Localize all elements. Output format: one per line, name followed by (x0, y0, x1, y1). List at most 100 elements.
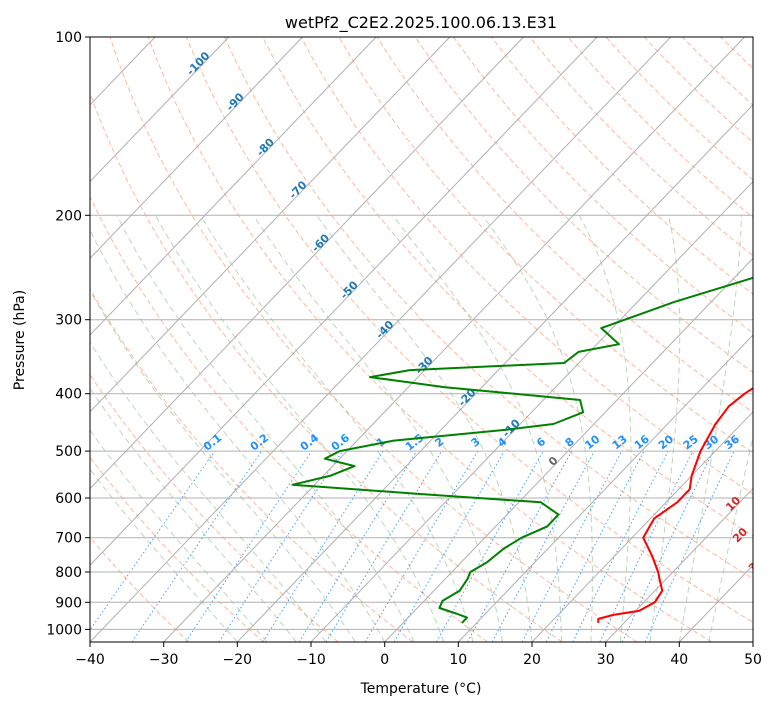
mixing-ratio-line (467, 450, 573, 642)
isotherm-line (90, 37, 672, 642)
moist-adiabat (199, 215, 474, 642)
x-tick-label: −30 (149, 652, 179, 668)
moist-adiabat (90, 341, 327, 642)
dry-adiabat (452, 37, 753, 334)
mixing-ratio-line (545, 450, 645, 642)
isotherm-label: -50 (338, 278, 361, 302)
dry-adiabat-label: 40 (761, 585, 775, 605)
y-axis-label: Pressure (hPa) (12, 290, 28, 390)
isotherm-line (90, 37, 377, 336)
isotherm-line (457, 334, 753, 642)
mixing-ratio-label: 25 (681, 433, 701, 453)
dry-adiabat (109, 37, 638, 642)
grid-lines (90, 37, 753, 642)
dry-adiabat (90, 287, 414, 642)
mixing-ratio-label: 16 (632, 432, 652, 452)
x-tick-label: −20 (223, 652, 253, 668)
mixing-ratio-line (131, 450, 263, 642)
isotherm-line (90, 37, 598, 566)
dry-adiabat (376, 37, 753, 413)
dry-adiabat (224, 37, 753, 580)
mixing-ratio-line (521, 450, 623, 642)
y-tick-label: 400 (55, 387, 82, 403)
profile-series (291, 276, 753, 624)
moist-adiabat (90, 289, 356, 642)
mixing-ratio-label: 6 (534, 435, 548, 450)
x-tick-label: 50 (744, 652, 762, 668)
dewpoint-line (291, 276, 753, 624)
isotherm-label: -60 (309, 231, 332, 255)
y-tick-label: 200 (55, 208, 82, 224)
isotherm-line (752, 641, 753, 642)
isotherm-line (163, 37, 745, 642)
isotherm-line (605, 487, 753, 642)
x-tick-label: 40 (670, 652, 688, 668)
isotherm-line (384, 257, 753, 642)
mixing-ratio-line (325, 450, 443, 642)
mixing-ratio-line (298, 450, 418, 642)
isotherm-label: -90 (224, 90, 247, 114)
chart-title: wetPf2_C2E2.2025.100.06.13.E31 (285, 13, 557, 33)
dry-adiabat (262, 37, 753, 537)
moist-adiabat (482, 215, 593, 642)
x-tick-label: 30 (597, 652, 615, 668)
moist-adiabat (678, 215, 742, 642)
mixing-ratio-line (185, 450, 313, 642)
moist-adiabat (90, 229, 386, 642)
x-tick-label: 10 (449, 652, 467, 668)
dry-adiabat (90, 536, 190, 642)
mixing-ratio-label: 36 (722, 432, 742, 452)
isotherm-label: -40 (373, 318, 396, 342)
dry-adiabat (605, 37, 753, 181)
mixing-ratio-label: 30 (701, 432, 721, 452)
isotherm-line (90, 37, 451, 413)
dry-adiabat (759, 37, 775, 642)
mixing-ratio-label: 3 (469, 435, 483, 450)
isotherm-label: -30 (413, 354, 436, 378)
dry-adiabat (147, 37, 712, 642)
dry-adiabat-label: 20 (730, 525, 750, 545)
mixing-ratio-line (572, 450, 669, 642)
y-tick-label: 900 (55, 595, 82, 611)
y-tick-label: 700 (55, 531, 82, 547)
moist-adiabat (708, 434, 753, 642)
dry-adiabat (414, 37, 753, 374)
moist-adiabat (90, 468, 238, 642)
isotherm-line (90, 37, 230, 183)
background-lines (90, 37, 775, 642)
dry-adiabat (90, 91, 563, 642)
isotherm-line (310, 180, 753, 642)
mixing-ratio-label: 1.5 (403, 431, 426, 453)
isotherm-label: -100 (184, 49, 213, 78)
isotherm-label: 0 (546, 454, 561, 469)
y-tick-label: 1000 (46, 622, 82, 638)
x-axis-label: Temperature (°C) (360, 681, 482, 697)
mixing-ratio-label: 0.1 (201, 431, 224, 453)
plot-frame (89, 36, 754, 643)
moist-adiabat (392, 215, 562, 642)
mixing-ratio-line (364, 450, 479, 642)
dry-adiabat (90, 195, 488, 642)
x-axis: −40 −30 −20 −10 0 10 20 30 40 50 (75, 642, 762, 668)
y-tick-label: 300 (55, 313, 82, 329)
isotherm-line (531, 411, 753, 642)
dry-adiabat (185, 37, 753, 623)
moist-adiabat (155, 215, 445, 642)
temperature-line (597, 386, 753, 623)
mixing-ratio-line (644, 450, 735, 642)
isotherm-line (678, 564, 753, 642)
y-tick-label: 800 (55, 565, 82, 581)
dry-adiabat (491, 37, 753, 295)
y-tick-label: 500 (55, 444, 82, 460)
moist-adiabat (578, 215, 632, 642)
moist-adiabat (90, 387, 297, 642)
dry-adiabat (720, 37, 753, 69)
mixing-ratio-line (393, 450, 505, 642)
dry-adiabat (681, 37, 753, 106)
mixing-ratio-line (435, 450, 544, 642)
x-tick-label: 0 (380, 652, 389, 668)
mixing-ratio-line (90, 450, 216, 631)
mixing-ratio-line (262, 450, 384, 642)
moist-adiabat (649, 215, 681, 642)
